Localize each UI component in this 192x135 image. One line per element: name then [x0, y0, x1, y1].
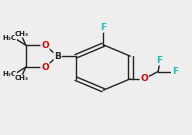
Text: H₃C: H₃C [2, 71, 16, 77]
Text: F: F [100, 23, 106, 32]
Text: F: F [156, 56, 163, 65]
Text: O: O [41, 63, 49, 72]
Text: CH₃: CH₃ [15, 75, 29, 81]
Text: O: O [41, 41, 49, 50]
Text: CH₃: CH₃ [15, 31, 29, 37]
Text: H₃C: H₃C [2, 35, 16, 41]
Text: O: O [140, 74, 148, 83]
Text: F: F [172, 67, 178, 76]
Text: B: B [54, 52, 61, 61]
